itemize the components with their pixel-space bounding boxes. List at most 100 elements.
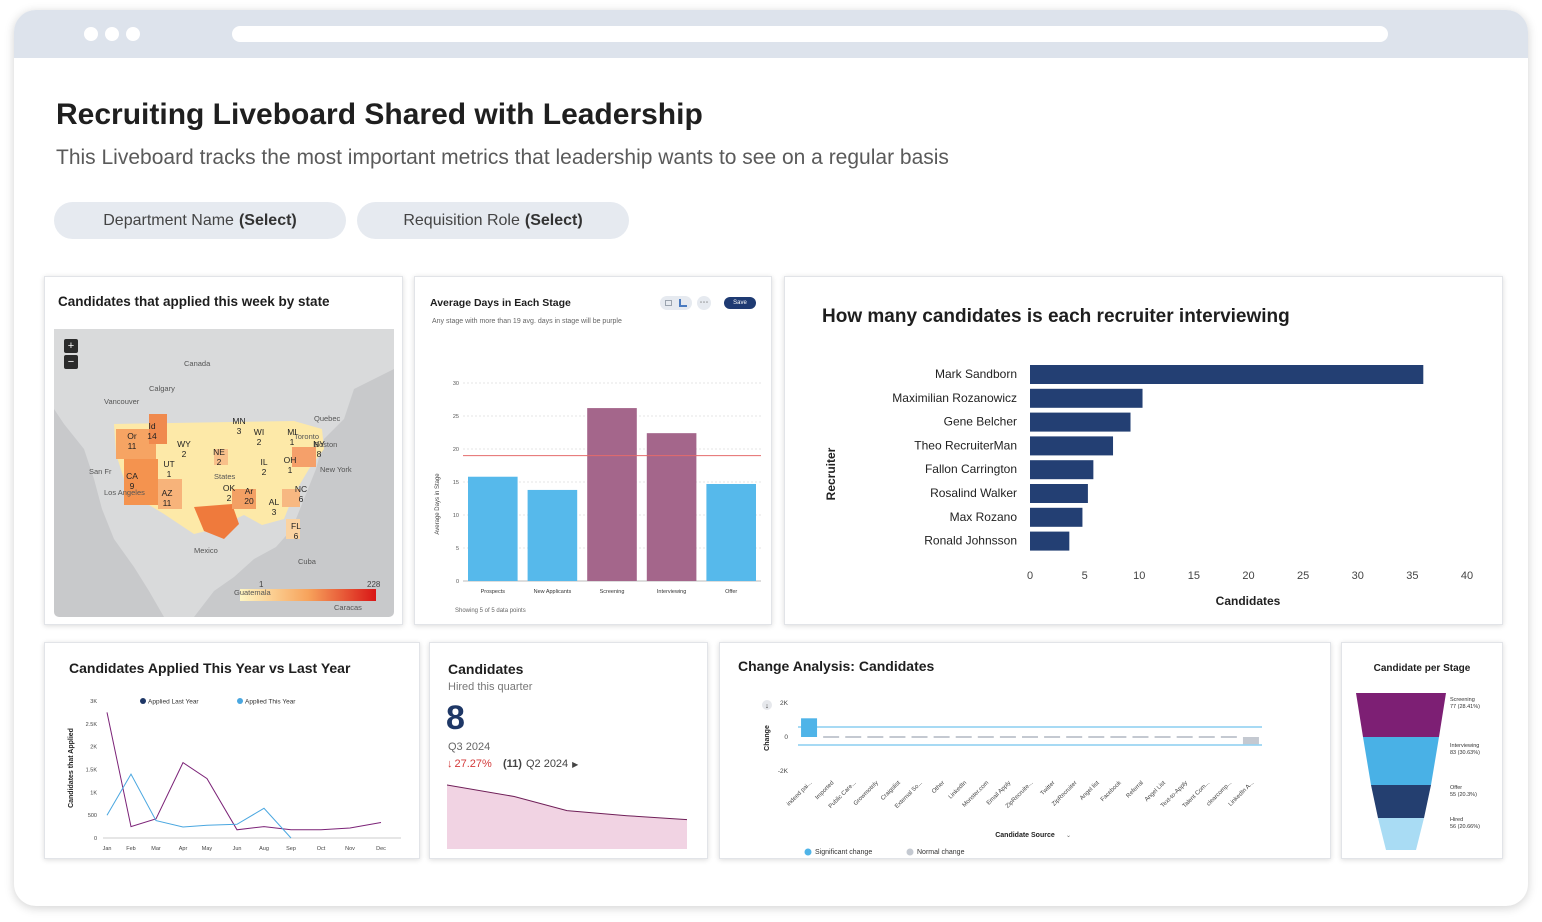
sort-arrow: ↓ [765, 703, 769, 710]
recruiter-xtick: 25 [1297, 570, 1309, 582]
change-category: LinkedIn [948, 780, 968, 800]
recruiters-xlabel: Candidates [1216, 594, 1281, 608]
state-value: 14 [147, 431, 157, 441]
recruiter-bar[interactable] [1030, 412, 1131, 432]
funnel-stage[interactable] [1356, 693, 1446, 737]
recruiter-bar[interactable] [1030, 484, 1088, 503]
more-options-icon[interactable]: ⋯ [697, 296, 711, 310]
filter-role-label: Requisition Role [403, 211, 520, 229]
state-code: FL [291, 521, 301, 531]
kpi-previous: (11) Q2 2024 ▶ [503, 758, 578, 770]
state-code: MI [287, 427, 296, 437]
yoy-series-line[interactable] [106, 712, 382, 831]
recruiter-bar[interactable] [1030, 436, 1114, 456]
filter-department[interactable]: Department Name (Select) [54, 202, 346, 239]
table-view-icon[interactable] [665, 300, 672, 306]
state-code: WY [177, 439, 191, 449]
avg-days-bar[interactable] [527, 489, 578, 581]
kpi-card[interactable]: Candidates Hired this quarter 8 Q3 2024 … [429, 642, 708, 859]
avg-days-category: Interviewing [657, 589, 686, 595]
recruiter-bar[interactable] [1030, 388, 1143, 408]
map-zoom-in-button[interactable]: + [64, 339, 78, 353]
recruiter-bar[interactable] [1030, 531, 1070, 551]
view-toggle[interactable] [660, 296, 692, 310]
avg-days-bar[interactable] [706, 483, 756, 581]
yoy-xtick: Jan [103, 846, 112, 852]
change-bar[interactable] [801, 718, 818, 737]
yoy-card[interactable]: Candidates Applied This Year vs Last Yea… [44, 642, 420, 859]
state-code: CA [126, 471, 138, 481]
kpi-title: Candidates [448, 661, 524, 677]
recruiter-xtick: 20 [1242, 570, 1254, 582]
state-code: WI [254, 427, 264, 437]
chart-view-icon[interactable] [679, 299, 687, 307]
region-texas [194, 504, 239, 539]
state-code: IL [260, 457, 267, 467]
change-ylabel: Change [764, 725, 771, 751]
recruiter-bar[interactable] [1030, 460, 1094, 480]
recruiter-bar[interactable] [1030, 365, 1424, 384]
funnel-stage[interactable] [1378, 818, 1424, 850]
change-category: Referral [1126, 780, 1145, 799]
yoy-xtick: Apr [179, 846, 188, 852]
avg-days-chart[interactable]: Average Days in Stage Showing 5 of 5 dat… [425, 369, 765, 614]
funnel-stage[interactable] [1371, 785, 1431, 818]
change-category: Facebook [1100, 779, 1124, 803]
avg-days-bar[interactable] [468, 476, 518, 581]
legend-normal[interactable]: Normal change [917, 849, 965, 856]
funnel-card[interactable]: Candidate per Stage Screening 77 (28.41%)… [1341, 642, 1503, 859]
recruiter-name: Gene Belcher [944, 415, 1017, 429]
sort-icon[interactable] [762, 700, 772, 710]
change-card[interactable]: Change Analysis: Candidates ↓ Change Can… [719, 642, 1331, 859]
map-zoom-out-button[interactable]: − [64, 355, 78, 369]
recruiter-bar[interactable] [1030, 507, 1083, 527]
yoy-chart[interactable]: Candidates that Applied 0 500 1K 1.5K 2K 2.5K… [45, 683, 421, 858]
yoy-legend-label[interactable]: Applied This Year [245, 699, 296, 706]
recruiters-card[interactable]: How many candidates is each recruiter in… [784, 276, 1503, 625]
kpi-change-value: 27.27% [454, 758, 492, 770]
xlabel-chevron-icon[interactable]: ⌄ [1066, 833, 1071, 839]
state-code: OH [284, 455, 297, 465]
yoy-legend-label[interactable]: Applied Last Year [148, 699, 199, 706]
yoy-xtick: Aug [259, 846, 269, 852]
funnel-stage-name: Interviewing [1450, 743, 1479, 749]
save-button[interactable]: Save [724, 297, 756, 309]
change-bar[interactable] [1242, 737, 1259, 745]
funnel-title: Candidate per Stage [1373, 663, 1471, 674]
yoy-ytick: 1K [90, 790, 97, 796]
yoy-series-line[interactable] [106, 773, 292, 839]
recruiter-name: Max Rozano [950, 510, 1018, 524]
map-place-label: Caracas [334, 603, 362, 612]
recruiters-chart[interactable]: Recruiter Candidates Mark Sandborn Maximi… [785, 347, 1504, 617]
map-place-label: Calgary [149, 384, 175, 393]
arrow-down-icon: ↓ [447, 758, 453, 770]
map-place-label: Cuba [298, 557, 317, 566]
avg-days-card[interactable]: Average Days in Each Stage Any stage wit… [414, 276, 772, 625]
state-value: 2 [217, 457, 222, 467]
recruiters-ylabel: Recruiter [824, 447, 838, 500]
change-chart[interactable]: ↓ Change Candidate Source ⌄ Significant … [720, 683, 1332, 858]
caret-right-icon[interactable]: ▶ [572, 760, 579, 769]
change-title: Change Analysis: Candidates [738, 658, 935, 674]
state-value: 11 [163, 498, 172, 508]
map-place-label: Vancouver [104, 397, 140, 406]
legend-significant[interactable]: Significant change [815, 849, 872, 856]
avg-days-ytick: 25 [453, 414, 459, 420]
recruiter-name: Fallon Carrington [925, 462, 1017, 476]
funnel-stage-detail: 77 (28.41%) [1450, 704, 1480, 710]
state-code: NC [295, 484, 307, 494]
filter-requisition-role[interactable]: Requisition Role (Select) [357, 202, 629, 239]
avg-days-bar[interactable] [646, 433, 697, 581]
window-close-icon[interactable] [84, 27, 98, 41]
region-arkansas [232, 489, 256, 509]
kpi-subtitle: Hired this quarter [448, 681, 533, 693]
address-bar[interactable] [232, 26, 1388, 42]
state-map[interactable]: 1 228 CanadaCalgaryVancouverQuebecToront… [54, 329, 394, 617]
window-minimize-icon[interactable] [105, 27, 119, 41]
window-maximize-icon[interactable] [126, 27, 140, 41]
funnel-stage[interactable] [1363, 737, 1439, 785]
avg-days-bar[interactable] [587, 408, 637, 581]
change-xlabel: Candidate Source [995, 832, 1055, 839]
map-card[interactable]: Candidates that applied this week by sta… [44, 276, 403, 625]
